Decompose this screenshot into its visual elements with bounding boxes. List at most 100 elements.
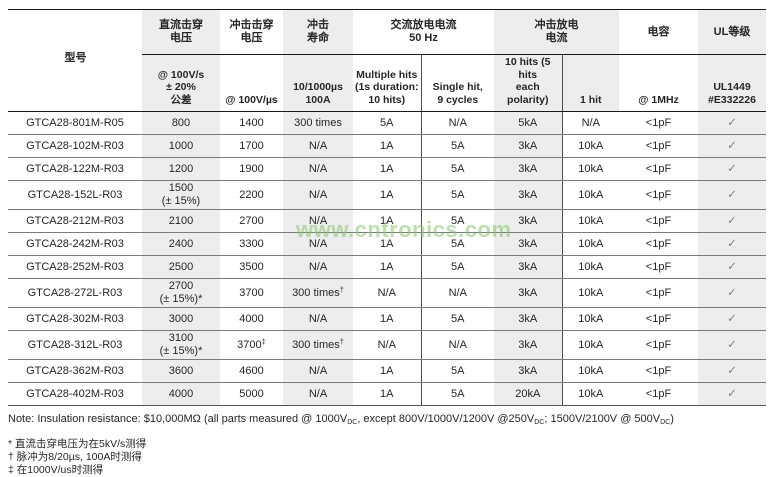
sub-header-10-hits: 10 hits (5 hits each polarity) — [494, 54, 563, 112]
note-subscript: DC — [347, 419, 358, 426]
value-cell: N/A — [283, 232, 353, 256]
value-cell: 4000 — [142, 382, 220, 406]
footnote-double-dagger: ‡ 在1000V/us时测得 — [8, 464, 104, 476]
value-cell: 2700 (± 15%)* — [142, 278, 220, 308]
spec-table: 型号 直流击穿 电压 冲击击穿 电压 冲击 寿命 交流放电电流 50 Hz 冲击… — [8, 9, 766, 406]
sub-header-multiple-hits: Multiple hits (1s duration: 10 hits) — [353, 54, 422, 112]
value-cell: 5A — [421, 307, 494, 331]
sub-header-single-hit: Single hit, 9 cycles — [421, 54, 494, 112]
value-cell: 1900 — [220, 157, 283, 181]
value-cell: <1pF — [619, 209, 698, 233]
value-cell: 800 — [142, 111, 220, 135]
value-cell: 5A — [421, 359, 494, 383]
table-row: GTCA28-312L-R03 3100 (± 15%)* 3700‡ 300 time… — [8, 330, 766, 360]
group-header-impulse-breakdown-voltage: 冲击击穿 电压 — [220, 9, 283, 55]
value-cell: 5A — [421, 157, 494, 181]
value-cell: <1pF — [619, 157, 698, 181]
model-cell: GTCA28-212M-R03 — [8, 209, 142, 233]
value-cell: 5A — [421, 209, 494, 233]
value-cell: 3kA — [494, 134, 563, 158]
model-cell: GTCA28-252M-R03 — [8, 255, 142, 279]
sub-header-1-hit: 1 hit — [562, 54, 619, 112]
value-cell: 3kA — [494, 157, 563, 181]
value-cell: 2100 — [142, 209, 220, 233]
note-subscript: DC — [534, 419, 545, 426]
note-text: ) — [670, 413, 674, 425]
value-cell: 5A — [421, 180, 494, 210]
value-cell: <1pF — [619, 111, 698, 135]
value-cell: 2500 — [142, 255, 220, 279]
value-cell: 1700 — [220, 134, 283, 158]
sub-header-impulse-condition: @ 100V/µs — [220, 54, 283, 112]
value-cell: N/A — [283, 359, 353, 383]
sub-header-ul-file: UL1449 #E332226 — [698, 54, 766, 112]
sub-header-row: @ 100V/s ± 20% 公差 @ 100V/µs 10/1000µs 10… — [8, 54, 766, 112]
ul-check-icon: ✓ — [698, 157, 766, 181]
group-header-capacitance: 电容 — [619, 9, 698, 55]
footnote-asterisk: * 直流击穿电压为在5kV/s测得 — [8, 438, 147, 450]
value-cell: 3700‡ — [220, 330, 283, 360]
value-cell: N/A — [421, 278, 494, 308]
value-cell: 5A — [421, 134, 494, 158]
table-row: GTCA28-272L-R03 2700 (± 15%)* 3700 300 times… — [8, 278, 766, 308]
value-cell: <1pF — [619, 180, 698, 210]
model-cell: GTCA28-362M-R03 — [8, 359, 142, 383]
value-cell: 10kA — [562, 307, 619, 331]
value-cell: 3kA — [494, 330, 563, 360]
sub-header-dc-condition: @ 100V/s ± 20% 公差 — [142, 54, 220, 112]
model-cell: GTCA28-102M-R03 — [8, 134, 142, 158]
value-cell: 10kA — [562, 359, 619, 383]
model-cell: GTCA28-152L-R03 — [8, 180, 142, 210]
value-cell: 1A — [353, 134, 422, 158]
value-cell: N/A — [283, 307, 353, 331]
ul-check-icon: ✓ — [698, 232, 766, 256]
value-cell: 1A — [353, 209, 422, 233]
spec-table-body: GTCA28-801M-R05 800 1400 300 times 5A N/A 5kA N… — [8, 111, 766, 406]
column-header-model: 型号 — [8, 9, 142, 112]
model-cell: GTCA28-272L-R03 — [8, 278, 142, 308]
value-cell: 10kA — [562, 278, 619, 308]
ul-check-icon: ✓ — [698, 111, 766, 135]
table-row: GTCA28-252M-R03 2500 3500 N/A 1A 5A 3kA 10kA <1p… — [8, 255, 766, 279]
value-cell: 5A — [421, 382, 494, 406]
value-cell: 3000 — [142, 307, 220, 331]
value-cell: 20kA — [494, 382, 563, 406]
value-cell: 5000 — [220, 382, 283, 406]
value-cell: <1pF — [619, 382, 698, 406]
table-row: GTCA28-801M-R05 800 1400 300 times 5A N/A 5kA N… — [8, 111, 766, 135]
value-cell: 10kA — [562, 330, 619, 360]
value-cell: 1A — [353, 359, 422, 383]
value-cell: 4000 — [220, 307, 283, 331]
value-cell: 2400 — [142, 232, 220, 256]
value-cell: 300 times† — [283, 278, 353, 308]
value-cell: 10kA — [562, 180, 619, 210]
datasheet-page: www.cntronics.com 型号 直流击穿 电压 冲击击穿 电压 冲击 … — [8, 9, 766, 476]
value-cell: 1200 — [142, 157, 220, 181]
value-cell: 1500 (± 15%) — [142, 180, 220, 210]
table-header: 型号 直流击穿 电压 冲击击穿 电压 冲击 寿命 交流放电电流 50 Hz 冲击… — [8, 9, 766, 112]
table-row: GTCA28-102M-R03 1000 1700 N/A 1A 5A 3kA 10kA <1p… — [8, 134, 766, 158]
table-row: GTCA28-302M-R03 3000 4000 N/A 1A 5A 3kA 10kA <1p… — [8, 307, 766, 331]
model-cell: GTCA28-402M-R03 — [8, 382, 142, 406]
ul-check-icon: ✓ — [698, 382, 766, 406]
value-cell: 3kA — [494, 255, 563, 279]
value-cell: <1pF — [619, 307, 698, 331]
value-cell: 4600 — [220, 359, 283, 383]
value-cell: 5A — [421, 255, 494, 279]
group-header-row: 型号 直流击穿 电压 冲击击穿 电压 冲击 寿命 交流放电电流 50 Hz 冲击… — [8, 9, 766, 112]
value-cell: 10kA — [562, 157, 619, 181]
value-cell: N/A — [283, 157, 353, 181]
value-cell: N/A — [421, 330, 494, 360]
value-cell: 300 times — [283, 111, 353, 135]
value-cell: 2200 — [220, 180, 283, 210]
ul-check-icon: ✓ — [698, 359, 766, 383]
value-cell: 10kA — [562, 232, 619, 256]
group-header-impulse-life: 冲击 寿命 — [283, 9, 353, 55]
value-cell: 3kA — [494, 232, 563, 256]
footnote-dagger: † 脉冲为8/20µs, 100A时测得 — [8, 451, 142, 463]
value-cell: 5kA — [494, 111, 563, 135]
value-cell: 10kA — [562, 134, 619, 158]
table-row: GTCA28-212M-R03 2100 2700 N/A 1A 5A 3kA 10kA <1p… — [8, 209, 766, 233]
ul-check-icon: ✓ — [698, 209, 766, 233]
value-cell: 10kA — [562, 255, 619, 279]
